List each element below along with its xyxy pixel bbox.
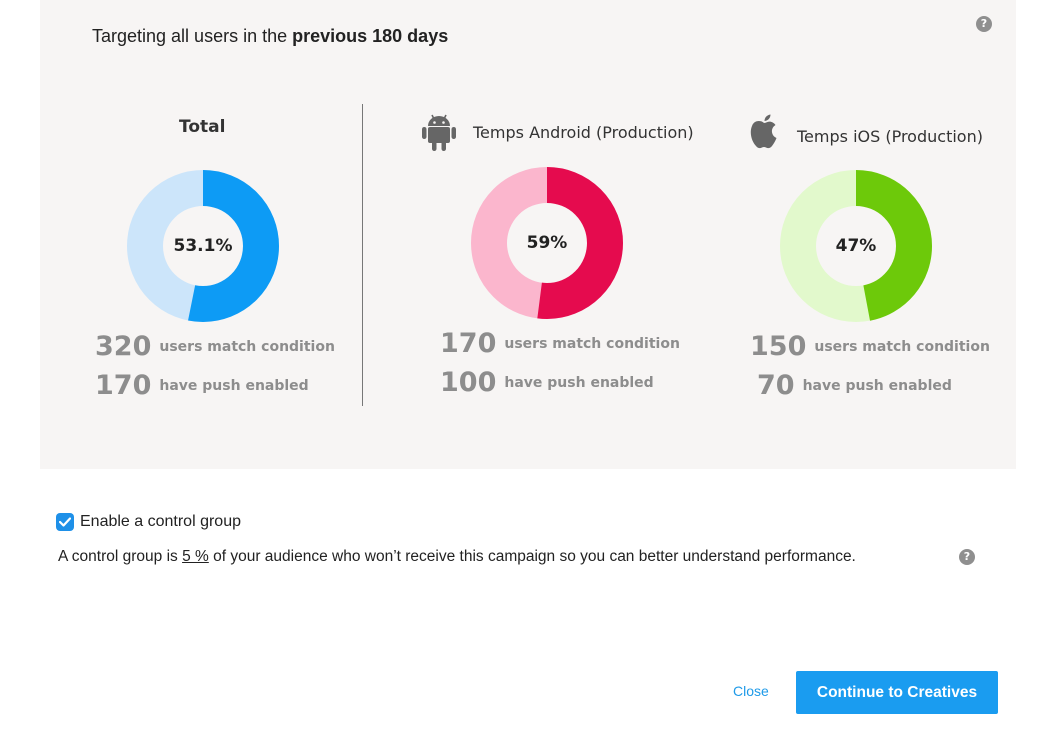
donut-filled-arc <box>471 167 623 319</box>
users-text: users match condition <box>504 335 680 352</box>
push-text: have push enabled <box>159 377 309 394</box>
users-count: 170 <box>440 328 497 359</box>
android-column: Temps Android (Production) 59% 170 users … <box>40 0 694 469</box>
control-group-label: Enable a control group <box>80 513 241 530</box>
users-count: 150 <box>750 331 807 362</box>
donut-percent-label: 47% <box>835 236 877 256</box>
push-count: 100 <box>440 367 497 398</box>
heading-prefix: Targeting all users in the <box>92 26 288 46</box>
android-donut-chart <box>471 167 623 319</box>
control-group-percent[interactable]: 5 % <box>182 548 209 565</box>
push-enabled-stat: 70 have push enabled <box>757 370 952 401</box>
push-text: have push enabled <box>802 377 952 394</box>
ios-column: Temps iOS (Production) 47% 150 users matc… <box>40 0 990 469</box>
column-title: Temps Android (Production) <box>473 123 694 142</box>
column-title: Temps iOS (Production) <box>797 127 983 146</box>
heading-period: previous 180 days <box>292 26 449 46</box>
help-icon[interactable]: ? <box>959 549 975 565</box>
close-button[interactable]: Close <box>733 683 769 699</box>
donut-percent-label: 59% <box>526 233 568 253</box>
donut-percent-label: 53.1% <box>173 236 233 256</box>
column-divider <box>362 104 363 406</box>
checkmark-icon <box>59 517 71 527</box>
ios-donut-chart <box>780 170 932 322</box>
push-enabled-stat: 170 have push enabled <box>95 370 309 401</box>
users-match-stat: 170 users match condition <box>440 328 680 359</box>
audience-summary-panel: ? Targeting all users in the previous 18… <box>40 0 1016 469</box>
column-title: Total <box>179 117 226 137</box>
continue-to-creatives-button[interactable]: Continue to Creatives <box>796 671 998 714</box>
total-donut-chart <box>127 170 279 322</box>
donut-filled-arc <box>780 170 932 322</box>
apple-icon <box>750 114 777 149</box>
desc-prefix: A control group is <box>58 548 178 565</box>
push-text: have push enabled <box>504 374 654 391</box>
push-enabled-stat: 100 have push enabled <box>440 367 654 398</box>
push-count: 70 <box>757 370 795 401</box>
android-icon <box>422 114 456 151</box>
users-match-stat: 150 users match condition <box>750 331 990 362</box>
donut-filled-arc <box>127 170 279 322</box>
control-group-toggle[interactable]: Enable a control group <box>56 513 241 531</box>
total-column: Total 53.1% 320 users match condition 170… <box>40 0 350 469</box>
desc-suffix: of your audience who won’t receive this … <box>213 548 856 565</box>
targeting-heading: Targeting all users in the previous 180 … <box>92 26 448 47</box>
users-match-stat: 320 users match condition <box>95 331 335 362</box>
control-group-description: A control group is 5 % of your audience … <box>58 548 856 566</box>
control-group-checkbox[interactable] <box>56 513 74 531</box>
push-count: 170 <box>95 370 152 401</box>
users-count: 320 <box>95 331 152 362</box>
users-text: users match condition <box>159 338 335 355</box>
help-icon[interactable]: ? <box>976 16 992 32</box>
users-text: users match condition <box>814 338 990 355</box>
